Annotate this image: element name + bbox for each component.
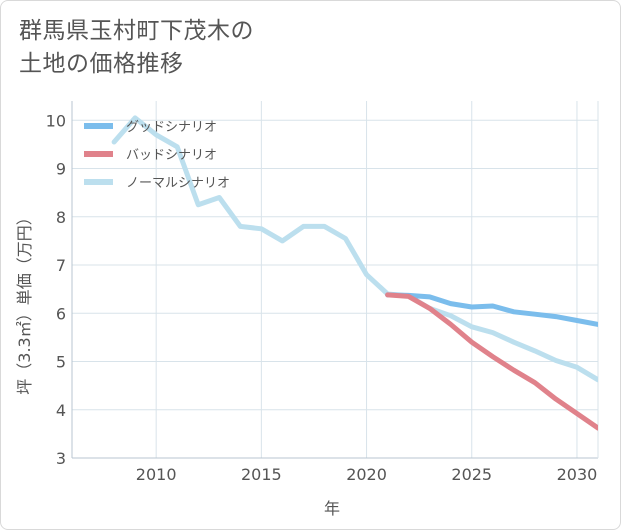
axes — [71, 101, 599, 459]
y-tick-label: 7 — [56, 256, 66, 275]
y-tick-label: 4 — [56, 401, 66, 420]
x-tick-label: 2025 — [451, 465, 492, 484]
series-lines — [111, 115, 598, 431]
y-tick-label: 5 — [56, 353, 66, 372]
x-axis-title: 年 — [324, 499, 340, 518]
x-tick-label: 2010 — [136, 465, 177, 484]
chart-title-line-2: 土地の価格推移 — [19, 51, 184, 77]
y-tick-label: 6 — [56, 304, 66, 323]
x-tick-label: 2020 — [346, 465, 387, 484]
x-tick-labels: 2010 2015 2020 2025 2030 — [136, 465, 598, 484]
y-axis-title: 坪（3.3㎡）単価（万円） — [15, 209, 34, 394]
x-tick-label: 2015 — [241, 465, 282, 484]
legend-label: バッドシナリオ — [126, 148, 217, 163]
legend-label: グッドシナリオ — [126, 120, 217, 135]
legend-label: ノーマルシナリオ — [126, 176, 230, 191]
y-tick-label: 10 — [46, 111, 66, 130]
y-tick-label: 3 — [56, 449, 66, 468]
chart-title-line-1: 群馬県玉村町下茂木の — [19, 18, 254, 44]
chart-title: 群馬県玉村町下茂木の 土地の価格推移 — [19, 15, 254, 81]
y-tick-label: 8 — [56, 208, 66, 227]
y-tick-labels: 3 4 5 6 7 8 9 10 — [46, 111, 66, 468]
series-line-2 — [111, 115, 598, 383]
series-line-1 — [385, 292, 598, 431]
y-tick-label: 9 — [56, 160, 66, 179]
x-tick-label: 2030 — [557, 465, 598, 484]
series-line-0 — [385, 292, 598, 327]
